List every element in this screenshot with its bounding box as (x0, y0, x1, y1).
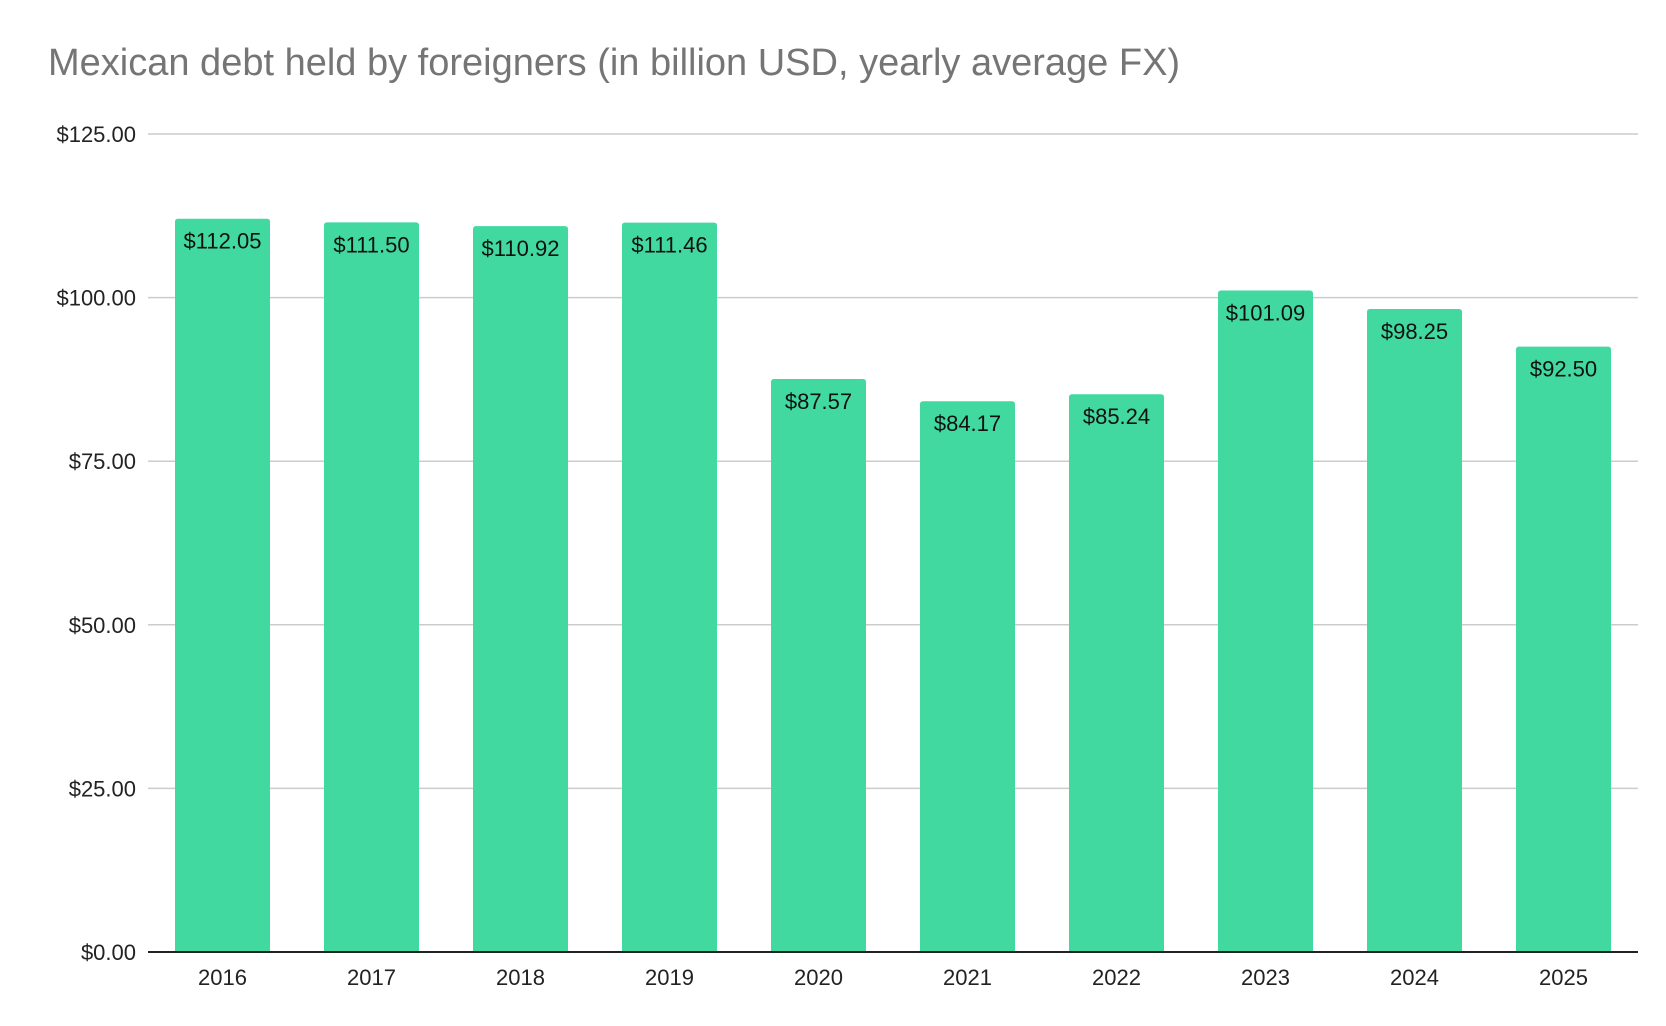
x-tick-label: 2024 (1390, 965, 1439, 990)
x-tick-label: 2017 (347, 965, 396, 990)
y-tick-label: $125.00 (56, 122, 136, 147)
data-label-2019: $111.46 (631, 233, 707, 258)
y-tick-label: $25.00 (69, 776, 136, 801)
x-tick-label: 2020 (794, 965, 843, 990)
y-tick-label: $0.00 (81, 940, 136, 965)
y-tick-label: $100.00 (56, 286, 136, 311)
x-tick-label: 2021 (943, 965, 992, 990)
data-label-2017: $111.50 (333, 232, 409, 257)
x-tick-label: 2023 (1241, 965, 1290, 990)
bar-2017 (324, 222, 419, 952)
bar-2024 (1367, 309, 1462, 952)
data-label-2025: $92.50 (1530, 357, 1597, 382)
x-tick-label: 2019 (645, 965, 694, 990)
bar-2016 (175, 218, 270, 952)
data-label-2021: $84.17 (934, 411, 1001, 436)
bar-2021 (920, 401, 1015, 952)
data-label-2016: $112.05 (184, 229, 262, 254)
bar-2018 (473, 226, 568, 952)
chart-title: Mexican debt held by foreigners (in bill… (48, 42, 1181, 84)
data-label-2020: $87.57 (785, 389, 852, 414)
bar-2022 (1069, 394, 1164, 952)
bar-2023 (1218, 290, 1313, 952)
data-label-2022: $85.24 (1083, 404, 1150, 429)
bar-2020 (771, 378, 866, 953)
data-labels: $112.05 $111.50 $110.92 $111.46 $87.57 $84.17… (184, 229, 1598, 436)
x-tick-label: 2022 (1092, 965, 1141, 990)
data-label-2023: $101.09 (1226, 300, 1306, 325)
bars (175, 218, 1611, 953)
data-label-2024: $98.25 (1381, 319, 1448, 344)
x-tick-label: 2025 (1539, 965, 1588, 990)
x-tick-label: 2018 (496, 965, 545, 990)
bar-2019 (622, 222, 717, 952)
data-label-2018: $110.92 (482, 236, 560, 261)
y-tick-label: $50.00 (69, 613, 136, 638)
y-tick-label: $75.00 (69, 449, 136, 474)
x-tick-label: 2016 (198, 965, 247, 990)
axes: $0.00 $25.00 $50.00 $75.00 $100.00 $125.00 201… (56, 122, 1638, 990)
bar-2025 (1516, 346, 1611, 952)
